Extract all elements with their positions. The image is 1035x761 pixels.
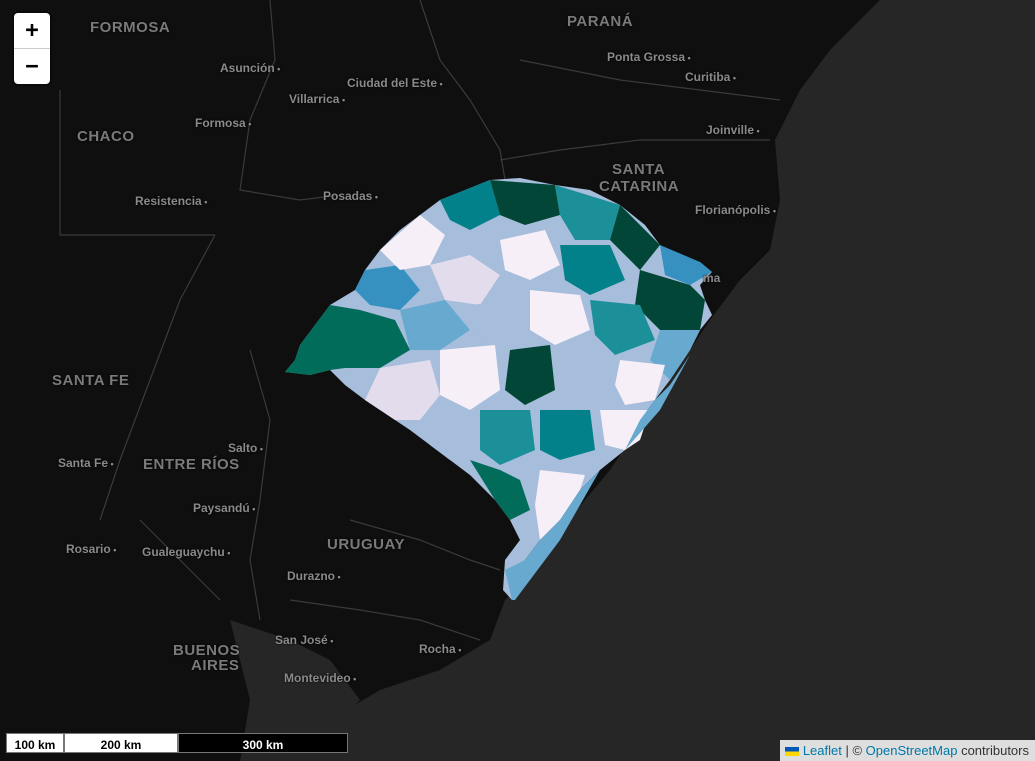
map-label-joinville: Joinville bbox=[706, 123, 760, 137]
openstreetmap-link[interactable]: OpenStreetMap bbox=[865, 743, 958, 758]
map-label-entre-rios: ENTRE RÍOS bbox=[143, 456, 240, 473]
map-label-tramandai-fragment: ma bbox=[703, 271, 721, 285]
rio-de-la-plata bbox=[230, 620, 360, 761]
map-label-asuncion: Asunción bbox=[220, 61, 280, 75]
map-label-florianopolis: Florianópolis bbox=[695, 203, 776, 217]
region bbox=[535, 470, 585, 540]
scale-bar: 100 km 200 km 300 km bbox=[6, 733, 348, 753]
region bbox=[660, 245, 712, 285]
map-label-santa-fe-region: SANTA FE bbox=[52, 372, 130, 389]
region bbox=[635, 270, 705, 330]
map-label-formosa-region: FORMOSA bbox=[90, 19, 171, 36]
map-label-posadas: Posadas bbox=[323, 189, 378, 203]
map-label-parana: PARANÁ bbox=[567, 13, 634, 30]
region bbox=[440, 345, 500, 410]
region bbox=[530, 290, 590, 345]
region bbox=[590, 300, 655, 355]
zoom-control: + − bbox=[14, 13, 50, 84]
map-label-buenos: BUENOS bbox=[173, 642, 241, 659]
map-label-san-jose: San José bbox=[275, 633, 333, 647]
zoom-out-button[interactable]: − bbox=[14, 48, 50, 84]
leaflet-link[interactable]: Leaflet bbox=[802, 743, 842, 758]
map-label-catarina: CATARINA bbox=[599, 178, 680, 195]
region bbox=[540, 410, 595, 460]
region bbox=[615, 360, 665, 405]
attribution-separator: | © bbox=[841, 743, 866, 758]
map-label-rocha: Rocha bbox=[419, 642, 461, 656]
map-label-aires: AIRES bbox=[191, 657, 240, 674]
region bbox=[610, 205, 660, 270]
region bbox=[600, 410, 650, 450]
map-label-rosario: Rosario bbox=[66, 542, 116, 556]
region bbox=[555, 185, 620, 240]
region bbox=[625, 355, 690, 450]
map-label-santa-fe-city: Santa Fe bbox=[58, 456, 114, 470]
region bbox=[560, 350, 615, 400]
map-label-montevideo: Montevideo bbox=[284, 671, 356, 685]
region bbox=[490, 180, 560, 225]
map-label-formosa-city: Formosa bbox=[195, 116, 251, 130]
region bbox=[505, 345, 555, 405]
attribution: Leaflet | © OpenStreetMap contributors bbox=[779, 740, 1035, 761]
ocean bbox=[300, 0, 1035, 761]
region bbox=[380, 215, 445, 270]
ukraine-flag-icon bbox=[784, 747, 799, 757]
map-label-chaco: CHACO bbox=[77, 128, 135, 145]
region bbox=[420, 410, 480, 460]
map-label-uruguay: URUGUAY bbox=[327, 536, 405, 553]
map-label-villarrica: Villarrica bbox=[289, 92, 345, 106]
region bbox=[480, 410, 535, 465]
map-label-resistencia: Resistencia bbox=[135, 194, 207, 208]
region bbox=[430, 255, 500, 305]
region bbox=[355, 265, 420, 310]
map-label-salto: Salto bbox=[228, 441, 263, 455]
map-label-ciudad-del-este: Ciudad del Este bbox=[347, 76, 443, 90]
region bbox=[560, 245, 625, 295]
scale-segment-300: 300 km bbox=[178, 733, 348, 753]
zoom-in-button[interactable]: + bbox=[25, 18, 39, 43]
map-label-ponta-grossa: Ponta Grossa bbox=[607, 50, 691, 64]
scale-segment-200: 200 km bbox=[64, 733, 178, 753]
scale-segment-100: 100 km bbox=[6, 733, 64, 753]
attribution-suffix: contributors bbox=[957, 743, 1029, 758]
region bbox=[470, 300, 530, 345]
map-label-santa: SANTA bbox=[612, 161, 666, 178]
map-label-curitiba: Curitiba bbox=[685, 70, 736, 84]
region bbox=[440, 180, 500, 230]
map-label-paysandu: Paysandú bbox=[193, 501, 255, 515]
rio-grande-do-sul-choropleth bbox=[285, 178, 712, 600]
region bbox=[285, 305, 410, 375]
region bbox=[500, 230, 560, 280]
region bbox=[470, 460, 530, 520]
region bbox=[505, 470, 600, 600]
map-label-gualeguaychu: Gualeguaychu bbox=[142, 545, 230, 559]
borders bbox=[59, 0, 781, 641]
map-label-durazno: Durazno bbox=[287, 569, 341, 583]
region bbox=[365, 360, 440, 420]
region bbox=[400, 300, 470, 350]
